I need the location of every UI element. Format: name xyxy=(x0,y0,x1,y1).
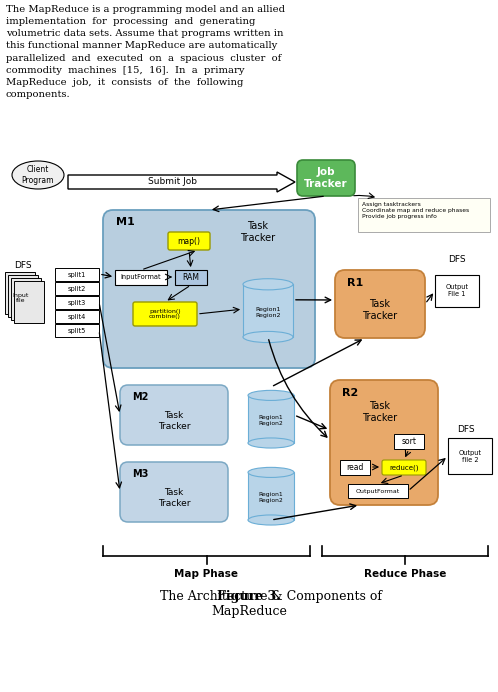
Bar xyxy=(348,484,408,498)
FancyBboxPatch shape xyxy=(335,270,425,338)
FancyBboxPatch shape xyxy=(168,232,210,250)
Bar xyxy=(435,275,479,307)
Text: OutputFormat: OutputFormat xyxy=(356,489,400,493)
Text: Task
Tracker: Task Tracker xyxy=(158,489,190,508)
Text: M1: M1 xyxy=(116,217,134,227)
Text: reduce(): reduce() xyxy=(389,464,419,471)
Ellipse shape xyxy=(248,467,294,477)
Text: Task
Tracker: Task Tracker xyxy=(363,401,397,423)
Text: Output
File 1: Output File 1 xyxy=(446,284,469,298)
Ellipse shape xyxy=(243,331,293,343)
Text: Task
Tracker: Task Tracker xyxy=(158,411,190,430)
Text: Figure 3.: Figure 3. xyxy=(217,590,281,603)
Bar xyxy=(55,282,99,295)
Bar xyxy=(8,275,38,317)
Bar xyxy=(248,473,294,520)
Bar xyxy=(11,278,41,320)
Text: DFS: DFS xyxy=(14,260,32,269)
Text: split3: split3 xyxy=(68,300,86,305)
Text: split4: split4 xyxy=(68,313,86,320)
Text: M2: M2 xyxy=(132,392,148,402)
Bar xyxy=(175,270,207,285)
Bar xyxy=(394,434,424,449)
Text: Assign tasktrackers
Coordinate map and reduce phases
Provide job progress info: Assign tasktrackers Coordinate map and r… xyxy=(362,202,469,219)
Bar xyxy=(340,460,370,475)
Text: Output
file 2: Output file 2 xyxy=(459,450,482,462)
Text: split2: split2 xyxy=(68,286,86,291)
Text: DFS: DFS xyxy=(448,255,466,264)
FancyBboxPatch shape xyxy=(120,385,228,445)
Polygon shape xyxy=(68,172,295,192)
FancyBboxPatch shape xyxy=(120,462,228,522)
Bar xyxy=(358,198,490,232)
Text: sort: sort xyxy=(401,437,416,446)
Text: R2: R2 xyxy=(342,388,358,398)
Bar xyxy=(14,281,44,323)
Text: Reduce Phase: Reduce Phase xyxy=(364,569,446,579)
Bar xyxy=(5,272,35,314)
Bar xyxy=(248,395,294,443)
FancyBboxPatch shape xyxy=(297,160,355,196)
Text: Region1
Region2: Region1 Region2 xyxy=(255,307,281,318)
Text: The Architecture & Components of
MapReduce: The Architecture & Components of MapRedu… xyxy=(116,590,382,618)
Text: partition()
combine(): partition() combine() xyxy=(149,309,181,320)
Text: Input
file: Input file xyxy=(13,293,29,303)
Bar xyxy=(55,296,99,309)
Bar xyxy=(55,324,99,337)
FancyBboxPatch shape xyxy=(133,302,197,326)
Text: split5: split5 xyxy=(68,327,86,334)
Text: M3: M3 xyxy=(132,469,148,479)
Text: The MapReduce is a programming model and an allied
implementation  for  processi: The MapReduce is a programming model and… xyxy=(6,5,285,99)
Ellipse shape xyxy=(248,390,294,401)
Ellipse shape xyxy=(248,515,294,525)
Text: Region1
Region2: Region1 Region2 xyxy=(258,492,283,503)
Text: Task
Tracker: Task Tracker xyxy=(241,221,275,243)
Text: DFS: DFS xyxy=(457,426,475,435)
Text: map(): map() xyxy=(177,237,201,246)
Bar xyxy=(55,268,99,281)
Ellipse shape xyxy=(243,279,293,290)
Bar xyxy=(115,270,167,285)
Text: RAM: RAM xyxy=(182,273,200,282)
Text: split1: split1 xyxy=(68,271,86,277)
Text: Region1
Region2: Region1 Region2 xyxy=(258,415,283,426)
Text: Map Phase: Map Phase xyxy=(174,569,239,579)
Ellipse shape xyxy=(12,161,64,189)
Text: read: read xyxy=(346,463,364,472)
FancyBboxPatch shape xyxy=(103,210,315,368)
Bar xyxy=(448,438,492,474)
Text: Job
Tracker: Job Tracker xyxy=(304,167,348,189)
Text: Client
Program: Client Program xyxy=(22,165,54,185)
Text: Task
Tracker: Task Tracker xyxy=(363,299,397,321)
Bar xyxy=(243,284,293,337)
FancyBboxPatch shape xyxy=(382,460,426,475)
Text: R1: R1 xyxy=(347,278,363,288)
Text: Submit Job: Submit Job xyxy=(148,178,197,187)
FancyBboxPatch shape xyxy=(330,380,438,505)
Ellipse shape xyxy=(248,438,294,448)
Bar xyxy=(55,310,99,323)
Text: InputFormat: InputFormat xyxy=(121,275,161,280)
